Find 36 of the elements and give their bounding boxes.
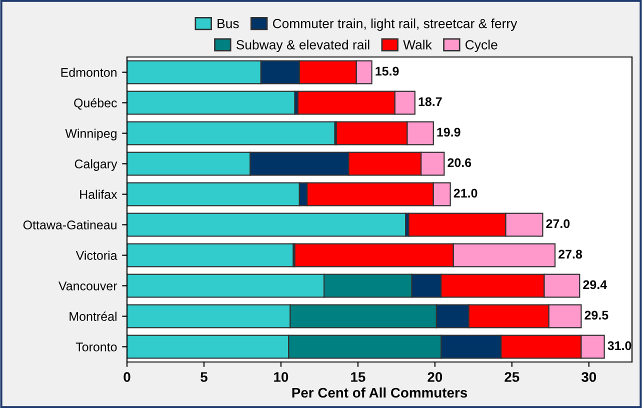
y-tick-label: Winnipeg — [65, 128, 116, 140]
bar — [127, 90, 296, 115]
y-tick-label: Calgary — [74, 159, 118, 171]
y-tick-label: Victoria — [76, 250, 118, 260]
total-label: 27.8 — [558, 250, 582, 259]
total-label: 18.7 — [418, 97, 442, 106]
bar — [127, 243, 294, 268]
y-tick-label: Montréal — [70, 312, 116, 321]
total-label: 27.0 — [546, 219, 570, 228]
y-tick-label: Vancouver — [58, 282, 118, 290]
legend-label: Walk — [403, 40, 432, 50]
legend-label: Commuter train, light rail, streetcar & ferry — [272, 18, 518, 31]
y-tick-label: Edmonton — [61, 68, 116, 77]
total-label: 15.9 — [376, 66, 399, 76]
legend-label: Subway & elevated rail — [236, 40, 370, 52]
total-label: 31.0 — [608, 341, 632, 350]
y-tick-label: Toronto — [76, 342, 117, 352]
legend-label: Cycle — [466, 40, 498, 52]
total-label: 20.6 — [448, 158, 472, 168]
total-label: 21.0 — [454, 188, 478, 198]
x-tick-label: 10 — [274, 372, 288, 382]
total-label: 19.9 — [437, 128, 460, 137]
x-tick-label: 5 — [200, 372, 208, 382]
x-tick-label: 15 — [351, 372, 366, 382]
x-tick-label: 20 — [428, 372, 442, 382]
x-tick-label: 30 — [581, 372, 596, 382]
x-tick-label: 25 — [504, 372, 520, 382]
y-tick-label: Québec — [74, 98, 117, 110]
y-tick-label: Halifax — [80, 190, 118, 199]
total-label: 29.5 — [584, 310, 608, 320]
y-tick-label: Ottawa-Gatineau — [23, 220, 116, 230]
x-tick-label: 0 — [124, 372, 130, 382]
bar — [127, 212, 406, 237]
total-label: 29.4 — [583, 280, 607, 290]
legend-label: Bus — [218, 19, 239, 28]
x-axis-title: Per Cent of All Commuters — [292, 387, 468, 398]
